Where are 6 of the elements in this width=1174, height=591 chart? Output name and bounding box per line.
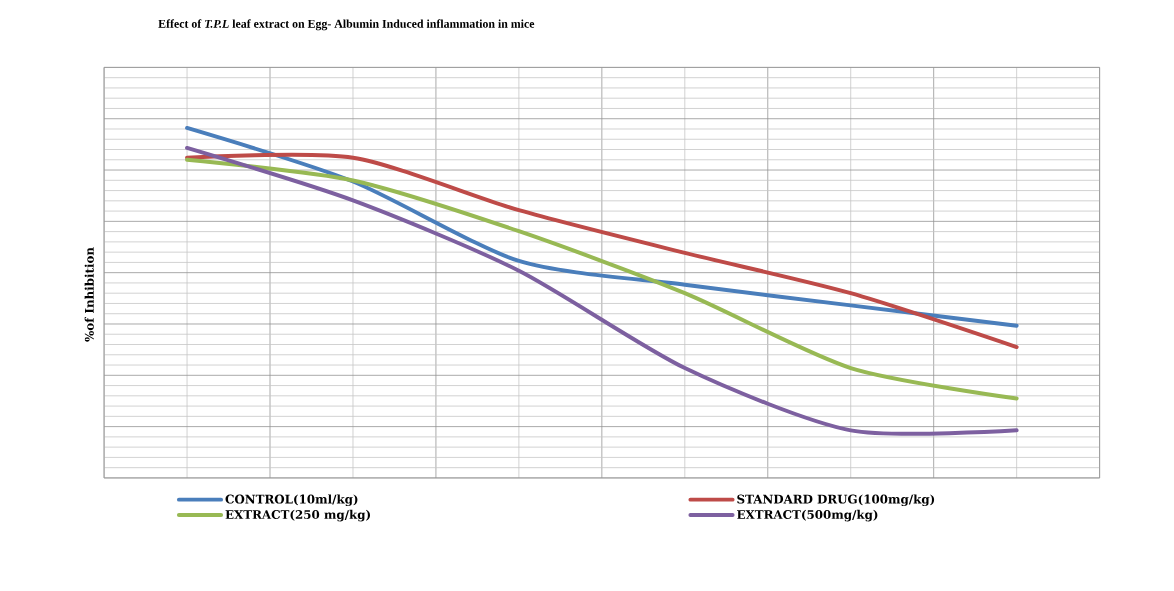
legend-label: CONTROL(10ml/kg) [225,494,358,507]
legend-label: STANDARD DRUG(100mg/kg) [737,494,935,507]
legend-label: EXTRACT(500mg/kg) [737,509,878,522]
chart-title: Effect of T.P.L leaf extract on Egg- Albumin Induced inflammation in mice [158,19,535,31]
legend-label: EXTRACT(250 mg/kg) [225,509,371,522]
y-axis-title: %of Inhibition [84,247,94,342]
